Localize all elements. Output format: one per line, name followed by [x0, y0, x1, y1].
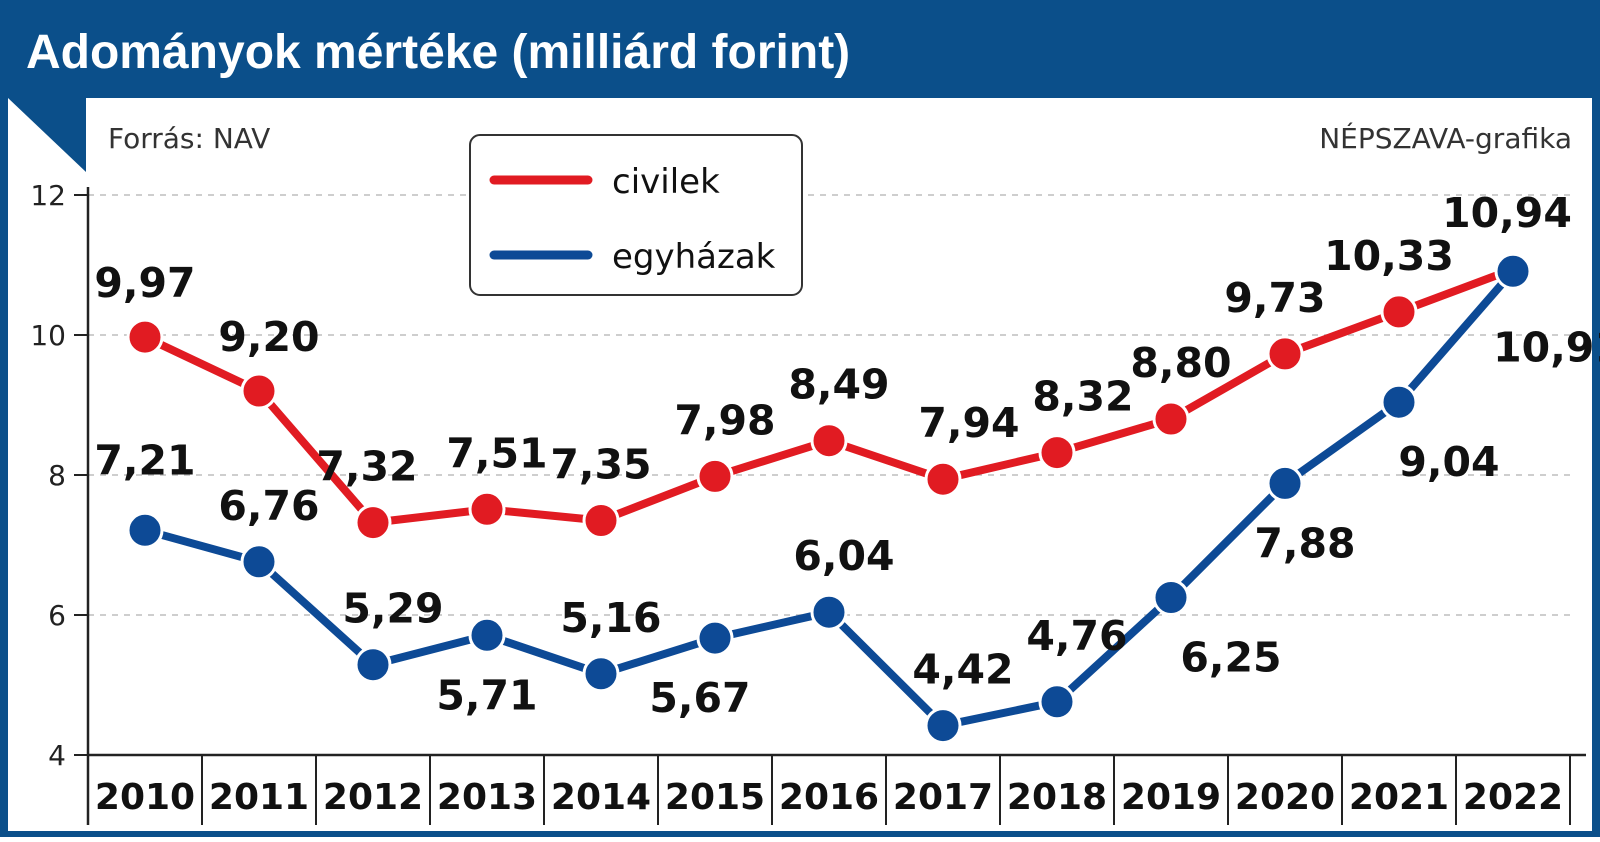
y-tick-label: 6 [48, 599, 66, 632]
data-label-civilek: 7,32 [316, 443, 417, 491]
x-tick-label: 2022 [1463, 777, 1563, 818]
legend-label-egyhazak: egyházak [612, 237, 776, 277]
series [126, 250, 1532, 745]
y-tick-label: 12 [30, 179, 66, 212]
point-civilek [696, 457, 734, 495]
data-label-civilek: 10,94 [1442, 189, 1572, 237]
data-label-egyhazak: 7,21 [94, 436, 195, 484]
data-label-egyhazak: 4,42 [912, 646, 1013, 694]
x-tick-label: 2014 [551, 777, 651, 818]
point-egyhazak [1038, 683, 1076, 721]
point-egyhazak [696, 619, 734, 657]
point-egyhazak [582, 655, 620, 693]
data-label-egyhazak: 9,04 [1398, 438, 1499, 486]
data-label-civilek: 9,73 [1224, 274, 1325, 322]
point-egyhazak [240, 543, 278, 581]
data-label-civilek: 9,97 [94, 259, 195, 307]
point-egyhazak [810, 593, 848, 631]
point-civilek [1038, 434, 1076, 472]
point-civilek [810, 422, 848, 460]
data-label-egyhazak: 4,76 [1026, 612, 1127, 660]
data-label-civilek: 8,80 [1130, 339, 1231, 387]
credit-note: NÉPSZAVA-grafika [1319, 121, 1572, 155]
y-tick-label: 8 [48, 459, 66, 492]
data-label-egyhazak: 7,88 [1254, 519, 1355, 567]
x-tick-label: 2019 [1121, 777, 1221, 818]
x-tick-label: 2011 [209, 777, 309, 818]
point-egyhazak [126, 511, 164, 549]
point-civilek [1152, 400, 1190, 438]
y-tick-label: 4 [48, 739, 66, 772]
x-tick-label: 2021 [1349, 777, 1449, 818]
data-label-egyhazak: 6,76 [218, 482, 319, 530]
axes: 4 6 8 10 12 2010 2011 2012 2013 2014 2015 2016 2017 2… [30, 179, 1586, 825]
data-label-egyhazak: 5,67 [649, 674, 750, 722]
x-tick-label: 2017 [893, 777, 993, 818]
data-label-egyhazak: 5,71 [436, 671, 537, 719]
x-tick-label: 2013 [437, 777, 537, 818]
title-notch [8, 98, 86, 172]
data-label-civilek: 7,98 [674, 396, 775, 444]
data-label-civilek: 7,51 [446, 429, 547, 477]
data-label-civilek: 7,35 [550, 441, 651, 489]
point-civilek [354, 504, 392, 542]
point-civilek [582, 502, 620, 539]
x-tick-label: 2018 [1007, 777, 1107, 818]
data-label-civilek: 8,49 [788, 361, 889, 409]
x-tick-label: 2016 [779, 777, 879, 818]
x-tick-label: 2015 [665, 777, 765, 818]
data-label-egyhazak: 10,91 [1493, 323, 1600, 371]
point-egyhazak [1266, 464, 1304, 502]
data-label-civilek: 8,32 [1032, 373, 1133, 421]
point-egyhazak [1152, 579, 1190, 616]
source-note: Forrás: NAV [108, 122, 270, 155]
x-tick-label: 2012 [323, 777, 423, 818]
point-civilek [1266, 335, 1304, 373]
point-egyhazak [1494, 252, 1532, 290]
point-civilek [240, 372, 278, 410]
point-civilek [1380, 293, 1418, 331]
legend-label-civilek: civilek [612, 162, 720, 202]
data-label-civilek: 10,33 [1324, 232, 1454, 280]
point-egyhazak [924, 707, 962, 745]
point-civilek [468, 490, 506, 528]
y-tick-label: 10 [30, 319, 66, 352]
legend: civilek egyházak [469, 134, 803, 296]
point-egyhazak [354, 646, 392, 684]
data-label-egyhazak: 5,29 [342, 585, 443, 633]
point-egyhazak [468, 616, 506, 654]
data-label-egyhazak: 5,16 [560, 594, 661, 642]
point-civilek [126, 318, 164, 356]
point-civilek [924, 460, 962, 498]
data-label-civilek: 9,20 [218, 313, 319, 361]
point-egyhazak [1380, 383, 1418, 421]
data-label-egyhazak: 6,25 [1180, 634, 1281, 682]
x-tick-label: 2020 [1235, 777, 1335, 818]
chart-title: Adományok mértéke (milliárd forint) [26, 26, 850, 79]
data-label-egyhazak: 6,04 [793, 532, 894, 580]
data-labels: 9,97 9,20 7,32 7,51 7,35 7,98 8,49 7,94 8,328,80… [94, 189, 1600, 722]
x-tick-label: 2010 [95, 777, 195, 818]
data-label-civilek: 7,94 [918, 399, 1019, 447]
